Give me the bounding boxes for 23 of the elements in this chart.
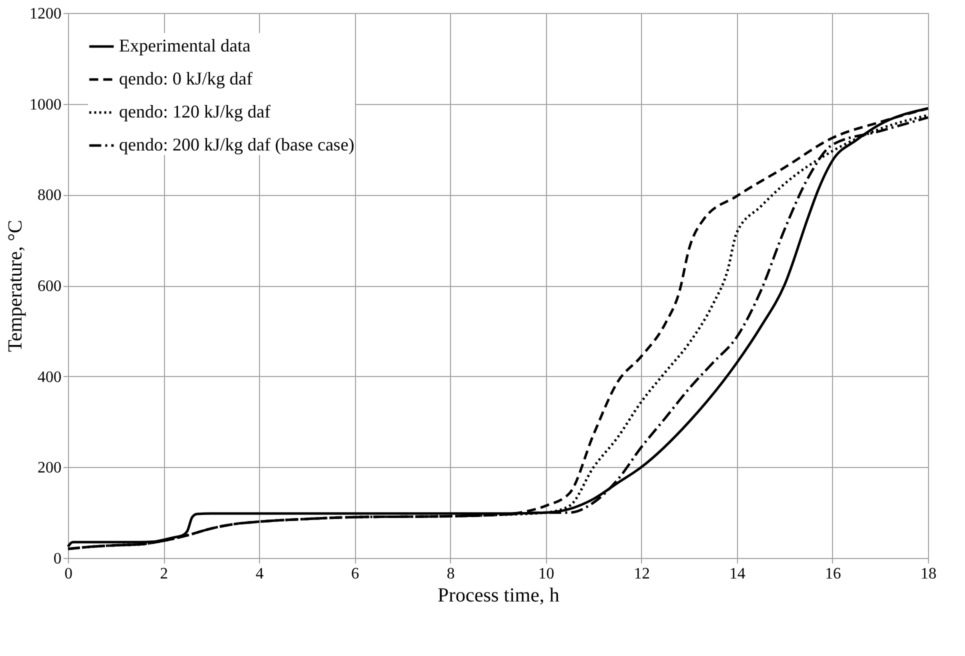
y-axis-title: Temperature, °C bbox=[4, 220, 26, 352]
legend-label: qendo: 120 kJ/kg daf bbox=[119, 102, 270, 122]
y-tick-label: 200 bbox=[38, 460, 62, 477]
legend-label: Experimental data bbox=[119, 36, 250, 56]
y-tick-label: 600 bbox=[38, 278, 62, 295]
x-tick-label: 14 bbox=[729, 566, 746, 582]
y-tick-label: 800 bbox=[38, 187, 62, 204]
x-tick-label: 0 bbox=[64, 566, 72, 582]
x-tick-label: 10 bbox=[538, 566, 554, 582]
x-tick-label: 16 bbox=[824, 566, 841, 582]
y-tick-label: 1000 bbox=[30, 96, 62, 114]
x-tick-label: 4 bbox=[256, 566, 264, 582]
y-tick-label: 1200 bbox=[30, 6, 62, 22]
x-tick-label: 8 bbox=[446, 566, 455, 582]
x-tick-label: 12 bbox=[634, 566, 650, 582]
y-tick-label: 400 bbox=[38, 368, 62, 386]
y-tick-label: 0 bbox=[54, 550, 62, 568]
x-axis-title: Process time, h bbox=[438, 584, 560, 606]
legend-label: qendo: 200 kJ/kg daf (base case) bbox=[119, 134, 354, 154]
x-tick-label: 2 bbox=[160, 566, 168, 582]
x-tick-label: 6 bbox=[351, 566, 360, 582]
legend-label: qendo: 0 kJ/kg daf bbox=[119, 68, 252, 88]
x-tick-label: 18 bbox=[920, 566, 936, 582]
